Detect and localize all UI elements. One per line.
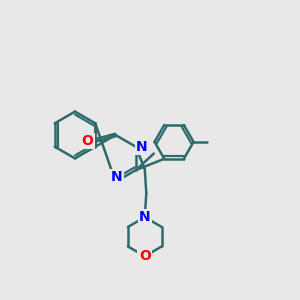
- Text: O: O: [139, 249, 151, 263]
- Text: N: N: [111, 170, 123, 184]
- Text: N: N: [139, 210, 151, 224]
- Text: N: N: [136, 140, 148, 154]
- Text: O: O: [82, 134, 94, 148]
